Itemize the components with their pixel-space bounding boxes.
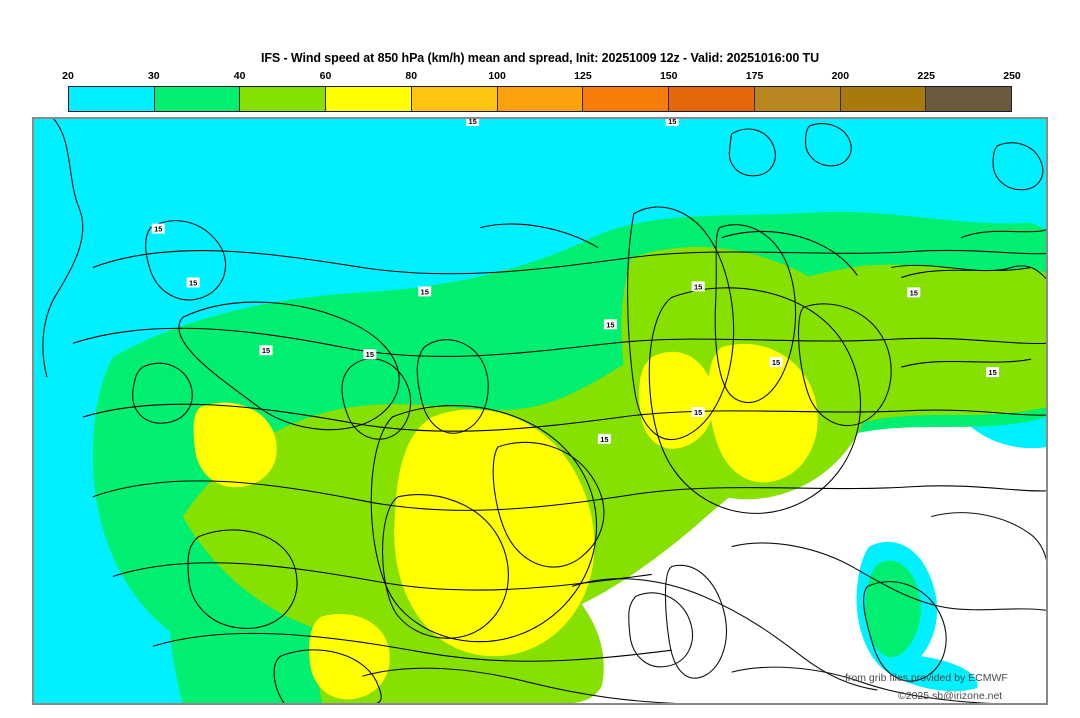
colorbar-segment-3 <box>326 87 412 111</box>
spread-contour-layer <box>72 223 1047 704</box>
shade-60-80-norway <box>639 351 715 449</box>
svg-text:15: 15 <box>468 118 476 126</box>
shade-60-80-biscay <box>193 402 277 488</box>
contour-label: 15 <box>691 407 705 417</box>
contour-label: 15 <box>418 286 432 296</box>
colorbar-segment-6 <box>583 87 670 111</box>
contour-label: 15 <box>769 357 783 367</box>
colorbar-segment-8 <box>754 87 841 111</box>
colorbar-tick-labels: 20 30 40 60 80 100 125 150 175 200 225 250 <box>62 70 1021 84</box>
svg-text:15: 15 <box>694 282 702 291</box>
colorbar-tick-125: 125 <box>574 70 592 82</box>
svg-text:15: 15 <box>366 350 374 359</box>
svg-text:15: 15 <box>421 287 429 296</box>
svg-text:15: 15 <box>154 225 162 234</box>
colorbar-tick-100: 100 <box>488 70 506 82</box>
colorbar-segment-2 <box>240 87 327 111</box>
contour-label: 15 <box>597 433 611 444</box>
colorbar-segment-0 <box>69 87 155 111</box>
svg-text:15: 15 <box>910 288 918 297</box>
contour-label: 15 <box>151 223 165 234</box>
colorbar-gradient <box>68 86 1012 112</box>
contour-label-group: 15 15 15 15 15 15 15 15 15 15 15 15 15 1… <box>151 118 1000 444</box>
svg-text:15: 15 <box>262 346 270 355</box>
colorbar-tick-200: 200 <box>831 70 850 82</box>
contour-label: 15 <box>186 277 200 287</box>
contour-label: 15 <box>907 287 921 297</box>
contour-label: 15 <box>986 367 1000 377</box>
contour-label: 15 <box>363 349 377 359</box>
svg-text:15: 15 <box>668 118 676 126</box>
svg-text:15: 15 <box>772 358 780 367</box>
svg-text:15: 15 <box>600 435 608 444</box>
map-canvas[interactable]: 15 15 15 15 15 15 15 15 15 15 15 15 15 1… <box>32 117 1048 705</box>
colorbar-segment-7 <box>669 87 755 111</box>
shade-60-80-finland-core <box>708 343 818 483</box>
colorbar-tick-225: 225 <box>917 70 935 82</box>
colorbar-tick-80: 80 <box>405 70 418 82</box>
contour-label: 15 <box>466 118 480 126</box>
contour-label: 15 <box>259 345 273 355</box>
colorbar-segment-9 <box>840 87 927 111</box>
svg-text:15: 15 <box>189 278 197 287</box>
colorbar-segment-5 <box>497 87 584 111</box>
colorbar-segment-10 <box>926 87 1012 111</box>
colorbar-tick-40: 40 <box>233 70 246 82</box>
contour-label: 15 <box>691 281 705 291</box>
contour-label: 15 <box>603 319 617 329</box>
svg-text:15: 15 <box>988 368 996 377</box>
colorbar-tick-30: 30 <box>147 70 160 82</box>
colorbar-tick-175: 175 <box>745 70 764 82</box>
colorbar-tick-150: 150 <box>659 70 678 82</box>
colorbar-tick-250: 250 <box>1003 70 1021 82</box>
contour-label: 15 <box>665 118 679 126</box>
svg-text:15: 15 <box>694 408 702 417</box>
map-plot-svg: 15 15 15 15 15 15 15 15 15 15 15 15 15 1… <box>33 118 1047 704</box>
colorbar-segment-4 <box>411 87 498 111</box>
svg-text:15: 15 <box>606 320 614 329</box>
page-title: IFS - Wind speed at 850 hPa (km/h) mean … <box>260 51 820 65</box>
colorbar-segment-1 <box>154 87 241 111</box>
shade-60-80-iberia-core <box>394 409 595 657</box>
coastline-layer <box>42 118 1047 704</box>
colorbar-tick-20: 20 <box>62 70 74 82</box>
colorbar-tick-60: 60 <box>319 70 332 82</box>
colorbar-legend: 20 30 40 60 80 100 125 150 175 200 225 250 <box>62 70 1021 112</box>
